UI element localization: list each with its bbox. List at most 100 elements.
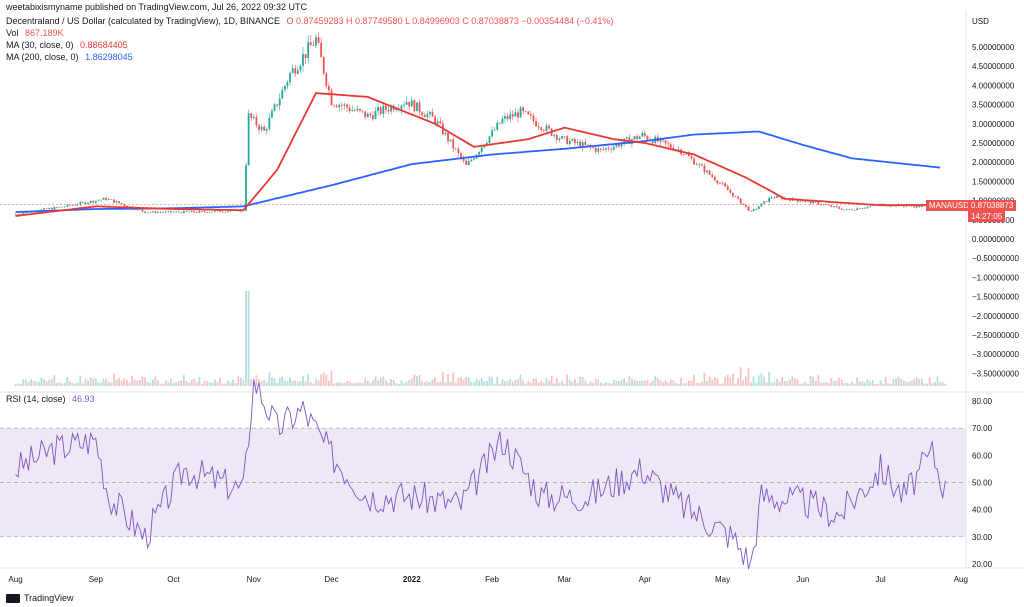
volume-bar [154, 376, 157, 386]
candle-body [864, 207, 866, 209]
volume-bar [423, 382, 426, 386]
time-tick-label: Nov [247, 575, 261, 584]
candle-body [170, 211, 172, 213]
volume-bar [633, 380, 636, 386]
volume-bar [234, 382, 237, 386]
volume-bar [462, 379, 465, 386]
volume-bar [193, 378, 196, 386]
candle-body [586, 144, 589, 146]
candle-body [501, 118, 504, 124]
volume-bar [571, 381, 574, 386]
volume-bar [128, 382, 131, 386]
candle-body [61, 206, 64, 208]
candle-body [157, 212, 159, 213]
volume-bar [532, 378, 535, 386]
candle-body [102, 197, 105, 200]
volume-bar [801, 383, 804, 386]
volume-bar [43, 379, 45, 386]
candle-body [460, 153, 462, 158]
volume-bar [89, 377, 92, 386]
volume-bar [732, 373, 734, 386]
candle-body [338, 104, 341, 108]
candle-body [94, 200, 97, 203]
volume-bar [203, 380, 206, 386]
volume-bar [126, 379, 128, 386]
volume-bar [545, 378, 548, 386]
volume-bar [245, 291, 247, 386]
candle-body [100, 199, 102, 201]
volume-bar [498, 383, 501, 386]
volume-bar [338, 382, 341, 386]
rsi-tick-label: 20.00 [972, 560, 993, 569]
volume-bar [871, 380, 874, 386]
volume-bar [22, 379, 25, 386]
candle-body [447, 132, 449, 142]
candle-body [498, 122, 501, 124]
volume-bar [941, 382, 944, 386]
candle-body [268, 117, 271, 129]
candle-body [532, 115, 535, 121]
volume-bar [478, 380, 481, 386]
candle-body [172, 212, 175, 213]
volume-bar [113, 373, 115, 386]
candle-body [858, 208, 861, 209]
volume-bar [553, 383, 556, 386]
candle-body [905, 205, 908, 207]
volume-bar [172, 382, 175, 386]
candle-body [429, 112, 431, 115]
volume-bar [496, 376, 499, 386]
volume-bar [356, 382, 359, 386]
candle-body [107, 199, 110, 200]
volume-bar [115, 379, 118, 386]
price-tick-label: 4.50000000 [972, 62, 1015, 71]
volume-bar [265, 382, 268, 386]
volume-bar [643, 380, 646, 386]
candle-body [454, 148, 457, 149]
candle-body [739, 198, 742, 204]
price-tick-label: 3.50000000 [972, 101, 1015, 110]
price-tick-label: −0.50000000 [972, 254, 1019, 263]
candle-body [695, 164, 698, 166]
candle-body [473, 158, 475, 160]
volume-bar [436, 381, 439, 386]
volume-bar [926, 383, 929, 386]
price-tick-label: −1.50000000 [972, 293, 1019, 302]
candle-body [263, 126, 266, 131]
candle-body [250, 113, 253, 118]
time-tick-label: Jun [796, 575, 809, 584]
volume-bar [250, 379, 253, 386]
volume-bar [185, 380, 188, 386]
volume-bar [260, 380, 263, 386]
volume-bar [382, 376, 385, 386]
price-tick-label: 4.00000000 [972, 81, 1015, 90]
candle-body [188, 211, 190, 213]
volume-bar [605, 382, 607, 386]
volume-bar [695, 382, 698, 386]
volume-bar [377, 380, 380, 386]
volume-bar [444, 382, 447, 386]
footer-brand[interactable]: TradingView [6, 593, 74, 603]
candle-body [708, 170, 711, 175]
volume-bar [889, 383, 892, 386]
time-tick-label: Dec [324, 575, 338, 584]
candle-body [22, 213, 25, 215]
volume-bar [939, 381, 942, 386]
volume-bar [473, 382, 475, 386]
volume-bar [576, 382, 579, 386]
volume-bar [452, 372, 455, 386]
volume-bar [102, 378, 105, 386]
time-tick-label: Apr [639, 575, 652, 584]
volume-bar [335, 382, 338, 386]
candle-body [92, 200, 95, 203]
candle-body [856, 208, 859, 211]
volume-bar [273, 378, 276, 386]
volume-bar [788, 379, 791, 386]
candle-body [703, 165, 706, 173]
volume-bar [866, 379, 869, 386]
volume-bar [607, 382, 610, 386]
candle-body [180, 212, 183, 214]
volume-bar [638, 380, 641, 386]
candle-body [514, 112, 517, 117]
volume-bar [294, 380, 297, 386]
volume-bar [540, 381, 543, 386]
